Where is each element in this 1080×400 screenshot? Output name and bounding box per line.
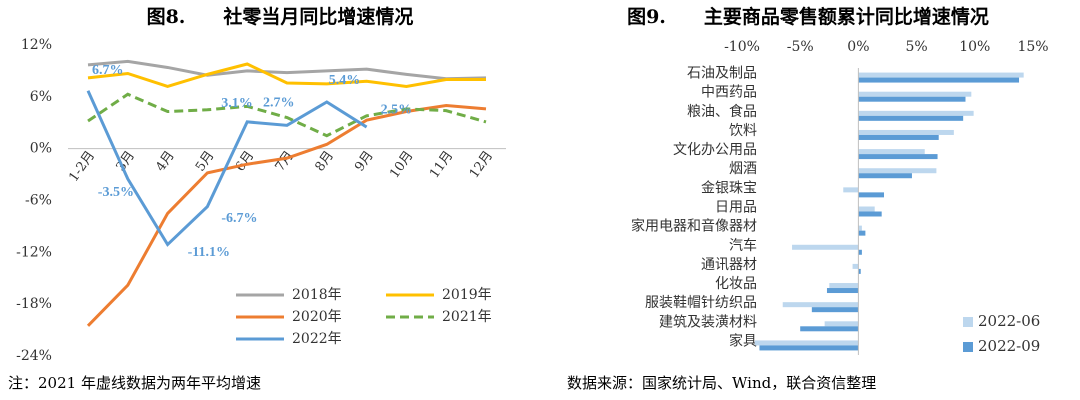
legend-label: 2022-06 — [978, 312, 1040, 330]
bar — [858, 268, 861, 274]
bar — [800, 326, 859, 332]
series-line — [87, 92, 487, 138]
x-tick-label: -10% — [724, 39, 760, 55]
data-label: 3.1% — [221, 96, 253, 111]
y-tick-label: 烟酒 — [729, 161, 757, 177]
legend-label: 2022年 — [292, 331, 342, 347]
y-tick-label: 建筑及装潢材料 — [659, 314, 757, 330]
note: 注：2021 年虚线数据为两年平均增速 — [8, 374, 261, 392]
y-tick-label: 粮油、食品 — [687, 103, 757, 120]
bar — [858, 173, 912, 179]
legend-label: 2019年 — [442, 287, 492, 303]
x-tick-label: -5% — [787, 39, 814, 55]
legend-swatch — [963, 342, 973, 352]
bar — [829, 283, 859, 289]
bar — [858, 110, 974, 116]
note: 数据来源：国家统计局、Wind，联合资信整理 — [567, 374, 876, 392]
series-line — [86, 90, 368, 247]
bar — [824, 321, 859, 327]
data-label: 2.5% — [381, 102, 413, 117]
y-tick-label: 家用电器和音像器材 — [631, 218, 757, 235]
data-label: -3.5% — [98, 185, 134, 200]
bar — [858, 211, 882, 217]
chart-title: 图8. 社零当月同比增速情况 — [147, 5, 414, 28]
x-tick-label: 5% — [905, 39, 927, 55]
series-line — [87, 62, 486, 89]
bar — [792, 244, 859, 250]
data-label: 6.7% — [92, 63, 124, 78]
bar — [858, 249, 862, 255]
legend-label: 2022-09 — [978, 337, 1040, 355]
bar — [858, 168, 937, 174]
y-tick-label: 化妆品 — [715, 276, 757, 292]
y-tick-label: 饮料 — [729, 123, 757, 139]
y-tick-label: -12% — [16, 244, 52, 260]
y-tick-label: 6% — [30, 89, 52, 105]
bar — [858, 134, 939, 140]
y-tick-label: -24% — [16, 348, 52, 364]
bar — [843, 187, 859, 193]
y-tick-label: 家具 — [729, 332, 757, 349]
legend-label: 2020年 — [292, 309, 342, 325]
data-label: -11.1% — [188, 245, 230, 260]
bar — [858, 115, 964, 121]
x-tick-label: 15% — [1017, 39, 1048, 55]
bar — [858, 129, 954, 135]
series-line — [87, 59, 487, 81]
y-tick-label: 石油及制品 — [687, 66, 757, 82]
bar — [858, 91, 972, 97]
y-tick-label: -6% — [25, 193, 52, 209]
bar — [858, 149, 925, 155]
bar — [858, 96, 966, 102]
y-tick-label: 日用品 — [715, 200, 757, 216]
y-tick-label: 0% — [30, 141, 52, 157]
bar — [858, 154, 938, 160]
y-tick-label: 中西药品 — [701, 85, 757, 101]
bar — [858, 225, 862, 231]
data-label: -6.7% — [221, 211, 257, 226]
bar — [852, 263, 859, 269]
bar — [811, 307, 859, 313]
y-tick-label: 12% — [21, 37, 52, 53]
legend-label: 2018年 — [292, 287, 342, 303]
data-label: 2.7% — [263, 96, 295, 111]
bar — [782, 302, 859, 308]
y-tick-label: 服装鞋帽针纺织品 — [645, 295, 757, 311]
y-tick-label: 通讯器材 — [701, 257, 757, 273]
bar — [858, 230, 866, 236]
chart-title: 图9. 主要商品零售额累计同比增速情况 — [627, 5, 989, 28]
y-tick-label: -18% — [16, 296, 52, 312]
bar — [754, 340, 859, 346]
y-tick-label: 金银珠宝 — [701, 180, 757, 196]
data-label: 5.4% — [329, 73, 361, 88]
y-tick-label: 汽车 — [729, 237, 757, 254]
legend-label: 2021年 — [442, 309, 492, 325]
bar — [858, 192, 885, 198]
bar — [858, 206, 875, 212]
bar — [759, 345, 859, 351]
bar — [826, 288, 859, 294]
x-tick-label: 10% — [959, 39, 990, 55]
bar — [858, 72, 1024, 78]
x-tick-label: 0% — [847, 39, 869, 55]
bar — [858, 77, 1020, 83]
y-tick-label: 文化办公用品 — [673, 142, 757, 158]
legend-swatch — [963, 317, 973, 327]
